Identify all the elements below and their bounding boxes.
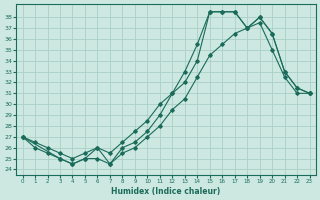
X-axis label: Humidex (Indice chaleur): Humidex (Indice chaleur) [111, 187, 221, 196]
